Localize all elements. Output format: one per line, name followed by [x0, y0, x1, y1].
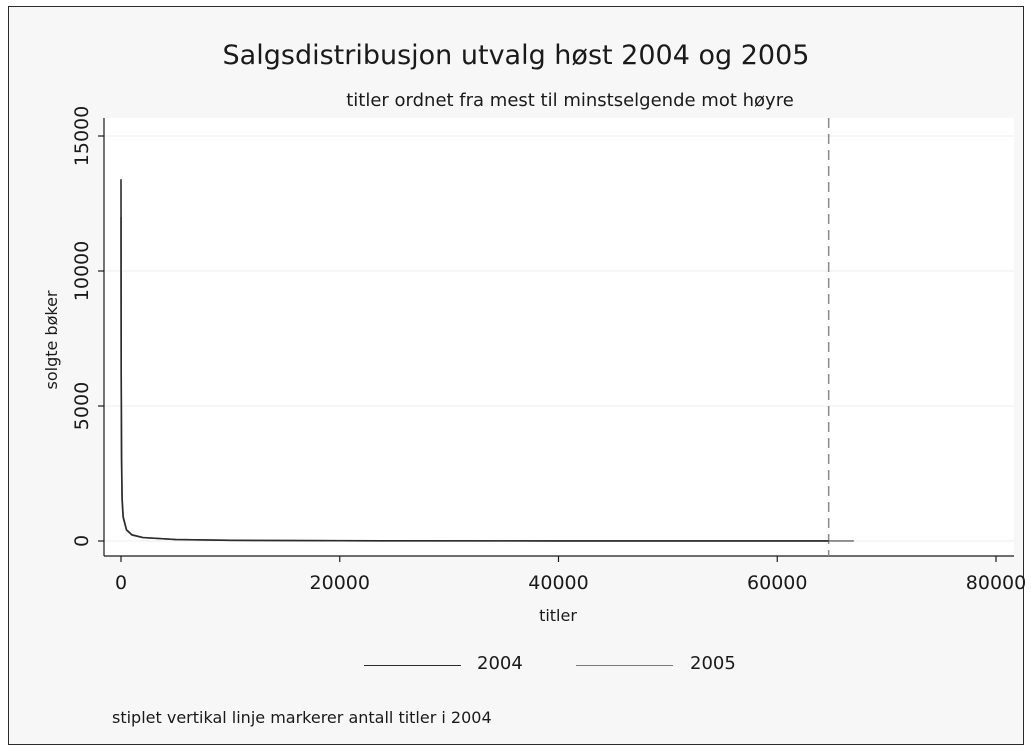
x-tick-label-0: 0: [115, 572, 127, 594]
y-tick-label-0: 0: [71, 535, 93, 547]
x-tick-label-2: 40000: [528, 572, 588, 594]
legend-label-2005: 2005: [690, 653, 736, 674]
x-axis-label: titler: [539, 606, 577, 625]
y-tick-label-3: 15000: [71, 106, 93, 166]
x-tick-label-1: 20000: [310, 572, 370, 594]
plot-background: [104, 118, 1014, 556]
y-axis-label: solgte bøker: [42, 290, 61, 389]
chart-subtitle: titler ordnet fra mest til minstselgende…: [346, 90, 794, 111]
x-tick-label-4: 80000: [966, 572, 1026, 594]
y-tick-label-1: 5000: [71, 382, 93, 430]
legend-label-2004: 2004: [477, 653, 523, 674]
series-line-2004: [120, 179, 829, 542]
legend-swatch-2004: [364, 665, 461, 666]
chart-title: Salgsdistribusjon utvalg høst 2004 og 20…: [222, 40, 810, 71]
legend-swatch-2005: [576, 665, 673, 666]
y-tick-label-2: 10000: [71, 241, 93, 301]
chart-caption: stiplet vertikal linje markerer antall t…: [112, 708, 492, 727]
x-tick-label-3: 60000: [747, 572, 807, 594]
